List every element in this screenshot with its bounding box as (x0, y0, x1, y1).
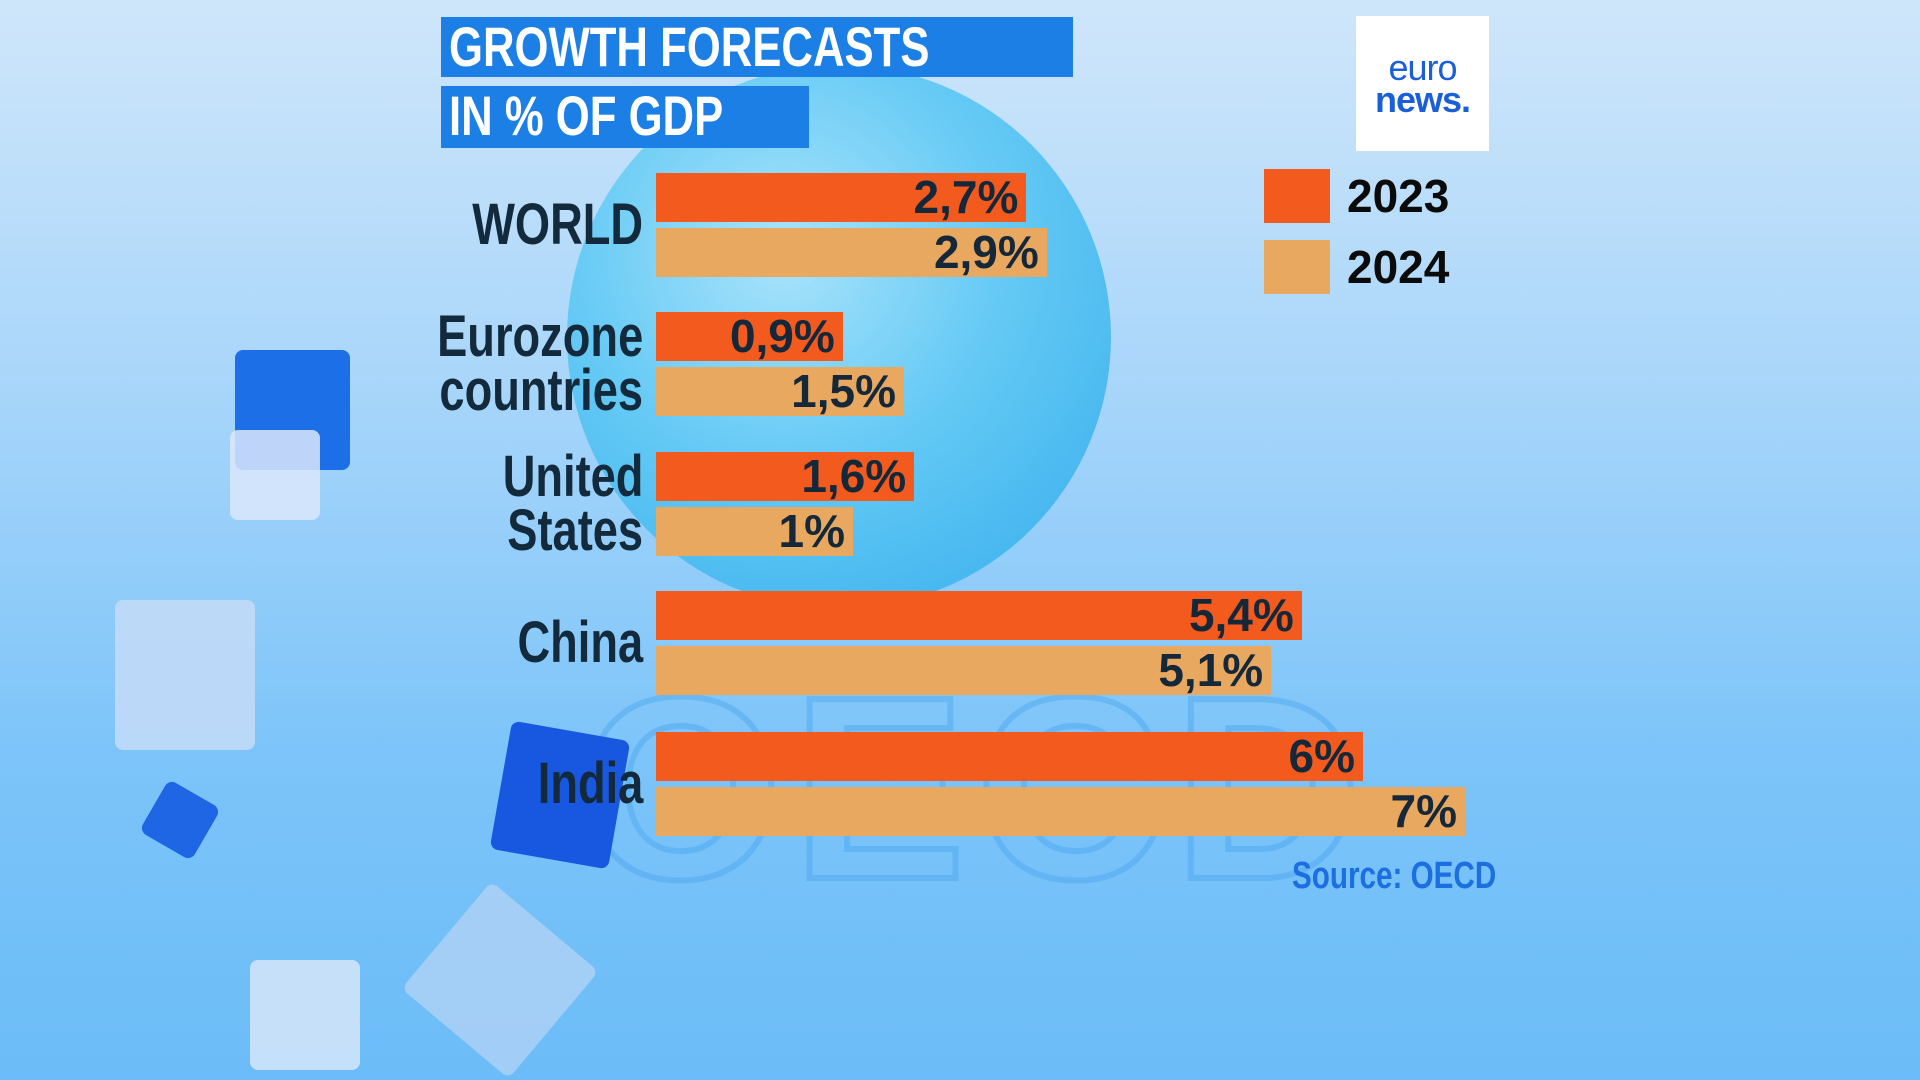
legend-swatch-2023 (1264, 169, 1330, 223)
bar-2023: 1,6% (656, 450, 915, 502)
category-label: India (537, 751, 643, 816)
category-label: Eurozone countries (436, 304, 643, 423)
data-label: 2,9% (933, 226, 1039, 278)
bar-2024: 7% (656, 787, 1465, 836)
data-label: 1,6% (801, 450, 907, 502)
data-label: 7% (1390, 785, 1457, 837)
legend-label-2024: 2024 (1347, 241, 1450, 293)
data-label: 0,9% (729, 310, 835, 362)
euronews-logo: euro news. (1356, 16, 1489, 151)
legend-label-2023: 2023 (1347, 170, 1450, 222)
data-label: 5,1% (1158, 644, 1264, 696)
category-label: China (517, 610, 643, 675)
source-note: Source: OECD (1292, 855, 1497, 897)
bar-2023: 2,7% (656, 171, 1027, 223)
chart-title-line-1: GROWTH FORECASTS (441, 17, 1073, 77)
bar-2023: 5,4% (656, 591, 1302, 640)
data-label: 6% (1288, 730, 1355, 782)
category-label: United States (502, 444, 643, 563)
bar-2023: 0,9% (656, 312, 843, 361)
data-label: 5,4% (1188, 589, 1294, 641)
decorative-cube (401, 881, 599, 1079)
category-label: WORLD (472, 192, 643, 257)
bar-2024: 5,1% (656, 644, 1272, 696)
data-label: 1% (778, 505, 845, 557)
decorative-cube (250, 960, 360, 1070)
decorative-cube (230, 430, 320, 520)
data-label: 1,5% (791, 365, 896, 417)
bar-2023: 6% (656, 732, 1363, 781)
data-label: 2,7% (913, 171, 1019, 223)
bar-2024: 1,5% (656, 367, 904, 416)
decorative-cube (115, 600, 255, 750)
bar-2024: 2,9% (656, 228, 1047, 277)
decorative-cube (139, 779, 221, 861)
legend-swatch-2024 (1264, 240, 1330, 294)
chart-title-line-2: IN % OF GDP (441, 86, 809, 148)
bar-2024: 1% (656, 507, 853, 556)
